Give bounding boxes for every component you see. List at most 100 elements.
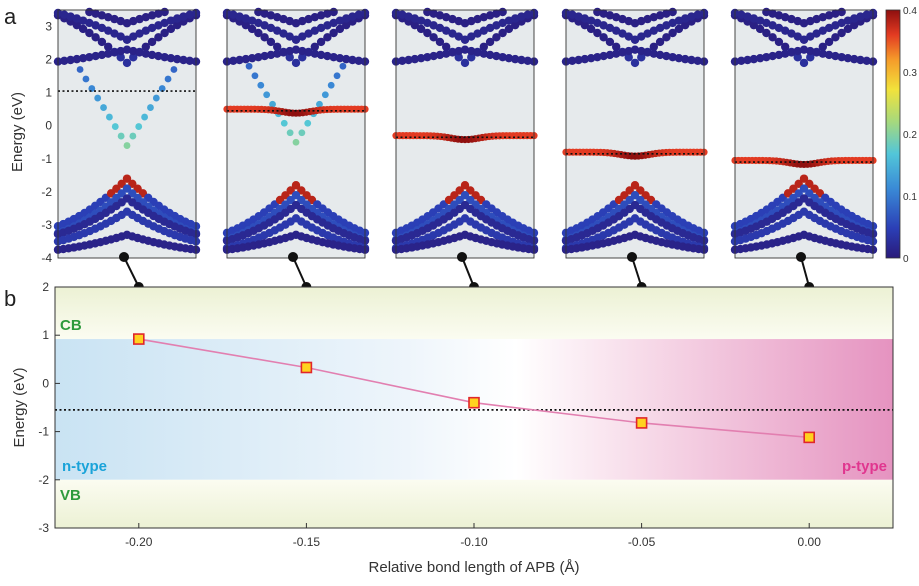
band-point bbox=[599, 21, 608, 30]
band-point bbox=[266, 23, 276, 33]
band-point bbox=[655, 50, 665, 60]
band-point bbox=[806, 53, 815, 62]
band-point bbox=[94, 94, 102, 102]
band-point bbox=[687, 55, 696, 65]
panel-b-plot: CB VB n-type p-type 2 1 0 -1 -2 -3 -0.20 -0.15 -0.10… bbox=[11, 280, 894, 576]
band-point bbox=[147, 23, 157, 33]
band-point bbox=[266, 37, 276, 47]
band-point bbox=[85, 28, 94, 38]
band-point bbox=[780, 49, 790, 58]
band-point bbox=[630, 181, 640, 190]
colorbar-tick: 0.4 bbox=[903, 6, 917, 17]
band-point bbox=[467, 46, 476, 56]
band-panel bbox=[391, 7, 539, 259]
band-point bbox=[794, 189, 803, 198]
band-point bbox=[235, 55, 244, 65]
band-point bbox=[316, 37, 326, 47]
band-point bbox=[103, 26, 113, 35]
band-point bbox=[110, 29, 119, 38]
band-point bbox=[272, 42, 282, 51]
band-point bbox=[787, 48, 796, 57]
band-point bbox=[291, 35, 301, 44]
band-point bbox=[85, 52, 94, 62]
band-point bbox=[398, 56, 407, 66]
x-tick-label: -0.10 bbox=[460, 535, 488, 549]
band-point bbox=[354, 56, 363, 66]
y-tick-label: -3 bbox=[38, 521, 49, 535]
band-point bbox=[298, 46, 307, 56]
band-point bbox=[837, 7, 846, 17]
band-point bbox=[333, 72, 341, 80]
band-point bbox=[327, 81, 335, 89]
vb-label: VB bbox=[60, 487, 81, 504]
band-point bbox=[298, 53, 307, 62]
band-point bbox=[123, 142, 131, 149]
band-point bbox=[831, 33, 840, 42]
band-point bbox=[129, 132, 137, 140]
panel-a-y-tick: 0 bbox=[45, 119, 52, 133]
band-point bbox=[856, 55, 865, 65]
band-point bbox=[291, 190, 301, 200]
band-point bbox=[122, 35, 132, 44]
band-point bbox=[837, 52, 846, 62]
band-point bbox=[824, 50, 834, 60]
band-point bbox=[272, 26, 282, 35]
band-point bbox=[498, 7, 507, 17]
band-point bbox=[799, 174, 809, 183]
band-point bbox=[435, 37, 445, 47]
band-point bbox=[611, 49, 621, 58]
band-point bbox=[479, 42, 489, 51]
band-point bbox=[473, 29, 482, 38]
band-point bbox=[122, 58, 132, 68]
band-point bbox=[586, 24, 596, 34]
connector-dot bbox=[457, 252, 467, 262]
band-point bbox=[510, 20, 520, 30]
band-point bbox=[831, 51, 840, 61]
band-point bbox=[448, 48, 457, 57]
band-point bbox=[454, 53, 463, 62]
panel-a-label: a bbox=[4, 4, 17, 29]
colorbar-tick: 0.2 bbox=[903, 130, 917, 141]
panel-a-y-tick: -1 bbox=[41, 152, 52, 166]
band-point bbox=[454, 32, 463, 41]
band-point bbox=[141, 49, 151, 58]
band-point bbox=[435, 50, 445, 60]
connector-line bbox=[461, 256, 475, 288]
band-point bbox=[460, 58, 470, 68]
band-point bbox=[266, 50, 276, 60]
band-point bbox=[103, 49, 113, 58]
band-point bbox=[339, 62, 347, 70]
band-point bbox=[304, 29, 313, 38]
band-point bbox=[97, 37, 107, 47]
band-point bbox=[793, 53, 802, 62]
band-point bbox=[304, 119, 312, 127]
band-point bbox=[172, 54, 182, 64]
band-point bbox=[668, 7, 677, 17]
band-point bbox=[762, 28, 771, 38]
band-point bbox=[100, 104, 107, 111]
band-point bbox=[599, 33, 608, 42]
band-point bbox=[310, 42, 320, 51]
panel-a-ylabel: Energy (eV) bbox=[9, 92, 26, 172]
band-point bbox=[755, 24, 765, 34]
band-point bbox=[298, 129, 306, 137]
band-point bbox=[837, 28, 846, 38]
band-point bbox=[593, 28, 602, 38]
band-point bbox=[260, 33, 269, 42]
colorbar-ticks: 0.4 0.3 0.2 0.1 0 bbox=[903, 6, 917, 265]
band-point bbox=[510, 54, 520, 64]
band-point bbox=[291, 58, 301, 68]
connector-dot bbox=[119, 252, 129, 262]
band-point bbox=[329, 7, 338, 17]
band-point bbox=[655, 23, 665, 33]
band-point bbox=[129, 32, 138, 41]
band-point bbox=[793, 32, 802, 41]
band-point bbox=[110, 48, 119, 57]
band-point bbox=[743, 55, 752, 65]
band-point bbox=[135, 123, 143, 130]
band-point bbox=[91, 51, 100, 61]
band-point bbox=[164, 75, 172, 83]
band-point bbox=[441, 42, 451, 51]
band-point bbox=[247, 24, 257, 34]
band-point bbox=[637, 32, 646, 41]
